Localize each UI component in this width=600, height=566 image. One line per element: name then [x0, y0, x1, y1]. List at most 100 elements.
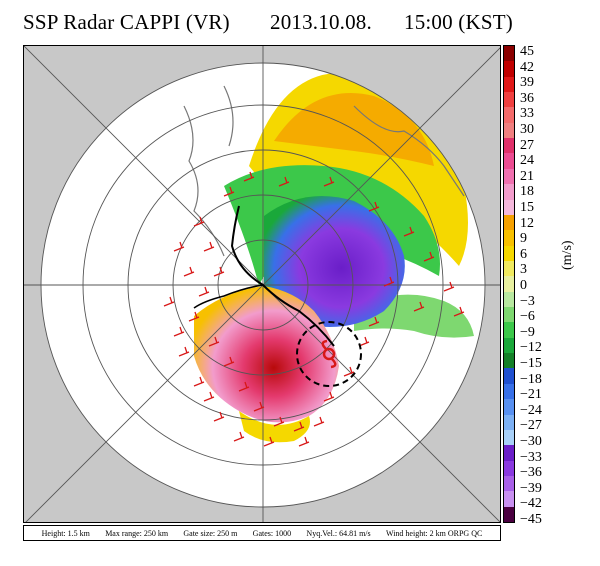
colorbar-segment	[504, 445, 514, 462]
colorbar-tick-label: −12	[520, 340, 542, 356]
colorbar-tick-label: 9	[520, 231, 527, 247]
colorbar-tick-label: −39	[520, 480, 542, 496]
wind-barb	[213, 266, 225, 277]
colorbar-segment	[504, 322, 514, 339]
colorbar-segment	[504, 184, 514, 201]
colorbar-tick-label: 39	[520, 75, 534, 91]
radar-map	[23, 45, 501, 523]
colorbar-tick-label: 30	[520, 122, 534, 137]
colorbar-segment	[504, 337, 514, 354]
observation-time: 15:00 (KST)	[404, 10, 513, 34]
colorbar-segment	[504, 506, 514, 523]
colorbar-tick-label: −15	[520, 356, 542, 371]
colorbar-tick-label: 12	[520, 215, 534, 231]
wind-barb	[453, 306, 465, 317]
colorbar-segment	[504, 61, 514, 78]
wind-barb	[443, 281, 455, 292]
wind-barb	[233, 431, 245, 442]
wind-barb	[193, 216, 205, 227]
colorbar-segment	[504, 92, 514, 108]
wind-barb	[403, 226, 415, 237]
colorbar-tick-label: 21	[520, 168, 534, 184]
colorbar-segment	[504, 414, 514, 431]
colorbar-segment	[504, 138, 514, 154]
colorbar-tick-label: −6	[520, 309, 535, 325]
param-nyquist: Nyq.Vel.: 64.81 m/s	[306, 528, 371, 538]
colorbar-segment	[504, 460, 514, 477]
velocity-region-positive-lobe	[194, 286, 339, 423]
wind-barb	[223, 186, 235, 197]
colorbar-segment	[504, 276, 514, 293]
colorbar-tick-label: −45	[520, 512, 542, 527]
colorbar-tick-label: 18	[520, 184, 534, 200]
wind-barb	[193, 376, 205, 387]
colorbar-tick-label: −42	[520, 496, 542, 512]
colorbar-tick-label: 0	[520, 278, 527, 293]
param-gates: Gates: 1000	[252, 528, 292, 538]
wind-barb	[263, 436, 275, 447]
colorbar-segment	[504, 383, 514, 400]
colorbar-segment	[504, 475, 514, 492]
colorbar-tick-label: −30	[520, 434, 542, 449]
wind-barb	[223, 356, 235, 367]
wind-barb	[253, 401, 265, 412]
colorbar-segment	[504, 214, 514, 231]
param-max-range: Max range: 250 km	[105, 528, 169, 538]
wind-barb	[163, 296, 175, 307]
wind-barb	[413, 301, 425, 312]
colorbar-tick-label: 6	[520, 246, 527, 262]
colorbar-tick-label: −33	[520, 449, 542, 465]
colorbar-segment	[504, 107, 514, 124]
colorbar-segment	[504, 230, 514, 247]
wind-barbs	[163, 171, 465, 447]
colorbar-tick-label: 36	[520, 90, 534, 106]
wind-barb	[198, 286, 210, 297]
convergence-line-west	[193, 284, 264, 309]
velocity-colorbar	[503, 45, 515, 523]
colorbar-segment	[504, 168, 514, 185]
wind-barb	[183, 266, 195, 277]
colorbar-segment	[504, 46, 514, 62]
param-gate-size: Gate size: 250 m	[183, 528, 238, 538]
wind-barb	[298, 436, 310, 447]
colorbar-segment	[504, 399, 514, 415]
chart-title: SSP Radar CAPPI (VR) 2013.10.08. 15:00 (…	[0, 10, 600, 38]
wind-barb	[383, 276, 395, 287]
wind-barb	[178, 346, 190, 357]
wind-barb	[313, 416, 325, 427]
param-wind-height: Wind height: 2 km ORPG QC	[385, 528, 483, 538]
colorbar-segment	[504, 153, 514, 170]
colorbar-segment	[504, 353, 514, 369]
wind-barb	[423, 251, 435, 262]
colorbar-tick-label: −9	[520, 324, 535, 340]
colorbar-segment	[504, 122, 514, 139]
wind-barb	[293, 421, 305, 432]
wind-barb	[203, 391, 215, 402]
wind-barb	[243, 171, 255, 182]
colorbar-tick-label: 27	[520, 137, 534, 153]
wind-barb	[238, 381, 250, 392]
colorbar-tick-label: −36	[520, 465, 542, 481]
wind-barb	[208, 336, 220, 347]
wind-barb	[203, 241, 215, 252]
colorbar-tick-label: 3	[520, 262, 527, 278]
typhoon-dashed-circle	[296, 321, 362, 387]
colorbar-segment	[504, 76, 514, 93]
wind-barb	[343, 366, 355, 377]
colorbar-segment	[504, 307, 514, 323]
colorbar-tick-label: 45	[520, 44, 534, 59]
colorbar-tick-label: −27	[520, 418, 542, 434]
param-height: Height: 1.5 km	[41, 528, 90, 538]
velocity-region-positive-rim	[239, 411, 310, 443]
wind-barb	[273, 416, 285, 427]
colorbar-segment	[504, 245, 514, 262]
colorbar-tick-label: −21	[520, 387, 542, 403]
velocity-region-negative-core	[264, 196, 405, 327]
colorbar-tick-label: −3	[520, 293, 535, 309]
wind-barb	[278, 176, 290, 187]
colorbar-tick-label: −18	[520, 371, 542, 387]
colorbar-segment	[504, 429, 514, 446]
wind-barb	[368, 201, 380, 212]
wind-barb	[323, 391, 335, 402]
colorbar-tick-label: −24	[520, 402, 542, 418]
